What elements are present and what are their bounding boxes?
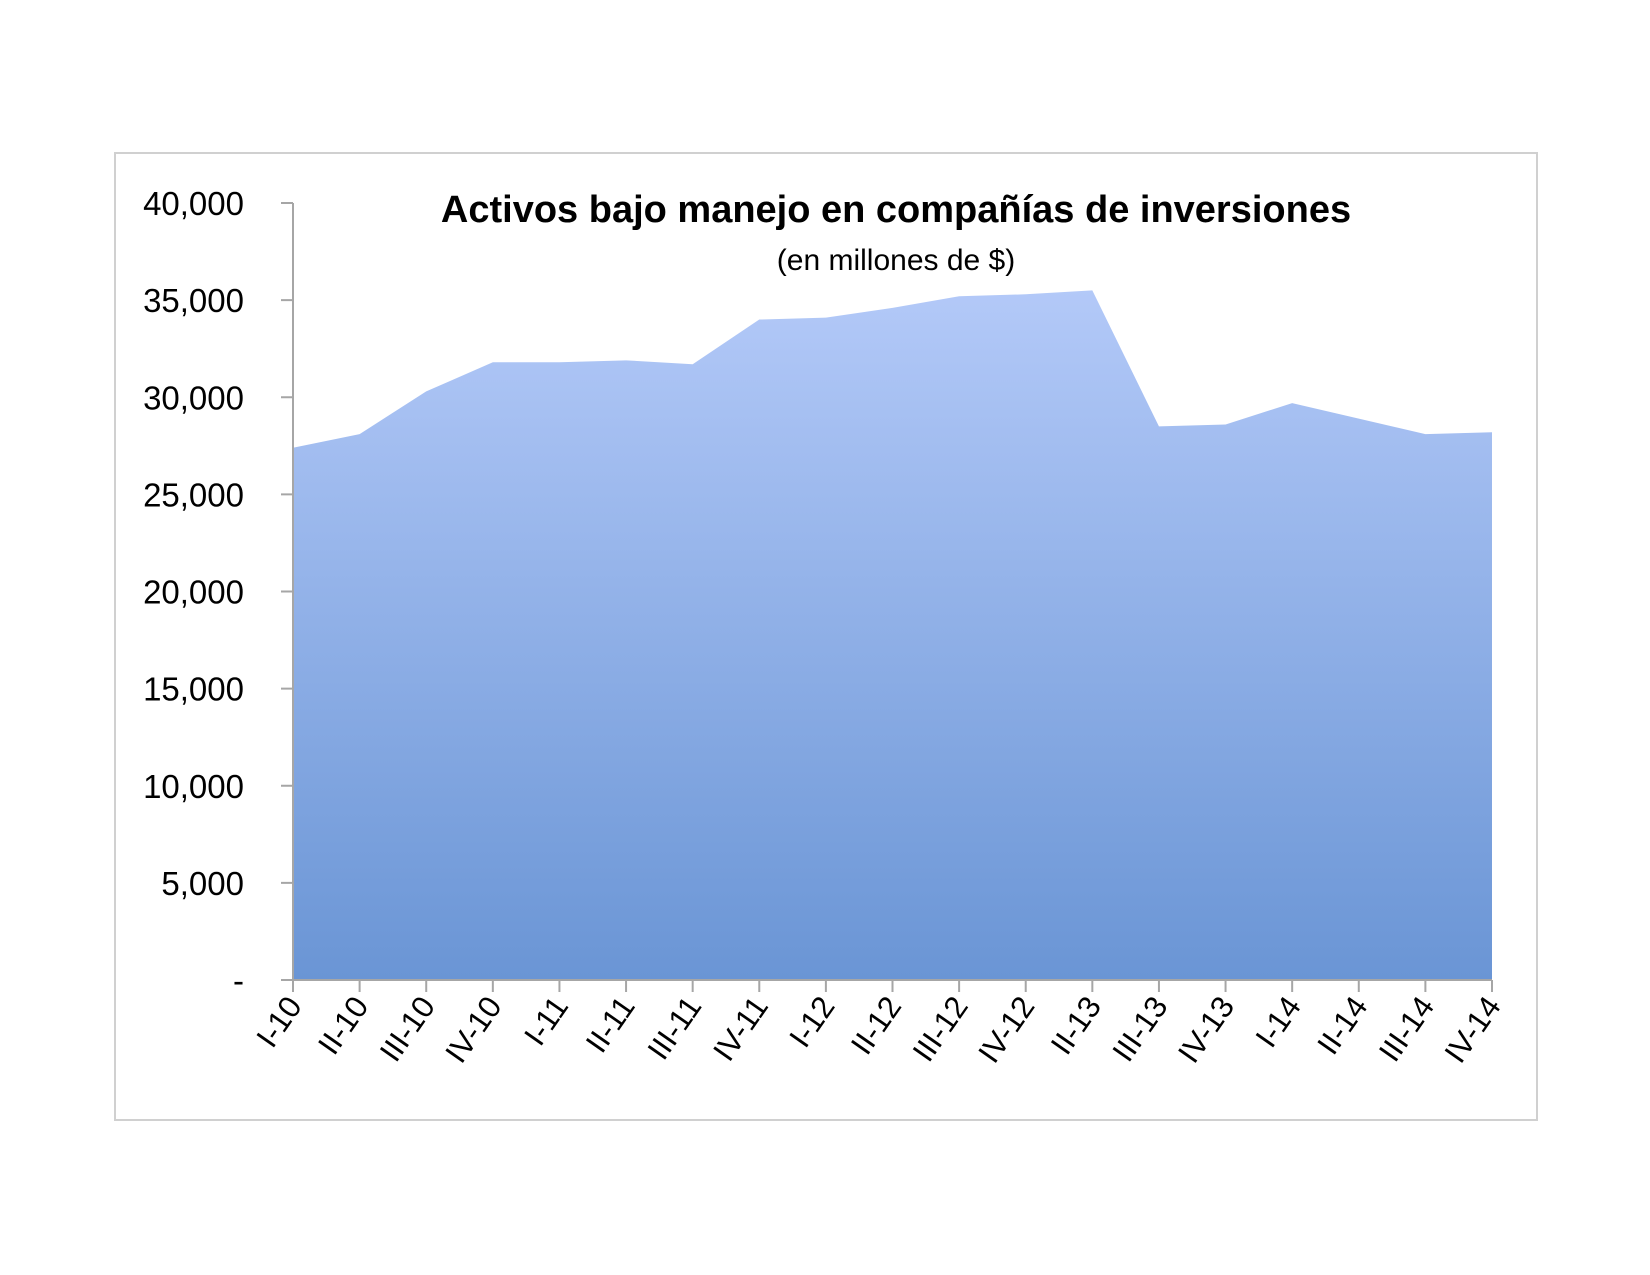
area-series-0 — [293, 290, 1492, 980]
y-tick-label: 10,000 — [143, 768, 244, 805]
x-tick-label: III-12 — [906, 990, 975, 1068]
y-tick-label: 5,000 — [161, 865, 244, 902]
x-tick-label: IV-14 — [1438, 990, 1508, 1069]
x-tick-label: III-10 — [373, 990, 442, 1068]
x-tick-label: IV-11 — [706, 990, 775, 1067]
x-tick-label: II-11 — [579, 990, 642, 1059]
x-tick-label: III-13 — [1105, 990, 1174, 1068]
x-tick-label: II-12 — [844, 990, 908, 1061]
y-tick-label: 25,000 — [143, 476, 244, 513]
x-tick-label: I-12 — [782, 990, 841, 1054]
y-tick-label: 15,000 — [143, 671, 244, 708]
x-tick-label: IV-10 — [438, 990, 508, 1069]
x-tick-label: IV-12 — [971, 990, 1041, 1069]
x-tick-label: II-10 — [311, 990, 375, 1061]
x-tick-label: I-14 — [1249, 990, 1308, 1054]
x-tick-label: II-14 — [1310, 990, 1374, 1061]
y-tick-label: 35,000 — [143, 282, 244, 319]
y-tick-label: 20,000 — [143, 574, 244, 611]
y-tick-label: - — [233, 962, 244, 999]
x-tick-label: II-13 — [1044, 990, 1108, 1061]
x-tick-label: I-11 — [517, 990, 575, 1052]
x-tick-label: I-10 — [249, 990, 308, 1054]
chart-title: Activos bajo manejo en compañías de inve… — [441, 189, 1351, 231]
x-tick-label: III-14 — [1372, 990, 1441, 1068]
x-tick-label: III-11 — [641, 990, 709, 1066]
y-tick-label: 30,000 — [143, 379, 244, 416]
x-tick-label: IV-13 — [1171, 990, 1241, 1069]
chart-subtitle: (en millones de $) — [777, 244, 1015, 277]
y-tick-label: 40,000 — [143, 185, 244, 222]
